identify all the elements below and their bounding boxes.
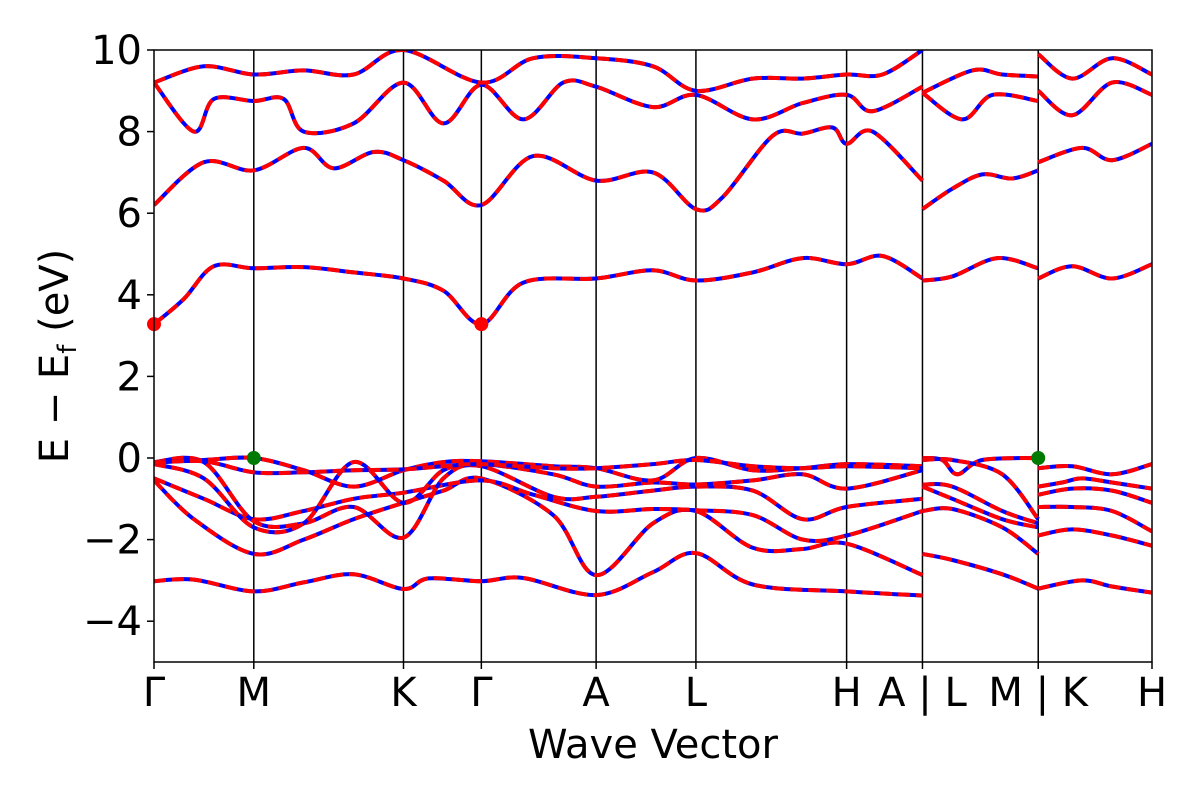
band-line-primary — [1037, 476, 1152, 491]
x-tick-label: K — [390, 670, 418, 716]
y-tick-label: 4 — [117, 273, 142, 319]
x-axis-title: Wave Vector — [528, 722, 779, 768]
kpoint-lines — [253, 50, 1039, 662]
band-line-primary — [922, 456, 1040, 521]
y-tick-label: 2 — [117, 354, 142, 400]
vbm-marker — [1031, 451, 1046, 465]
y-tick-label: 10 — [91, 28, 142, 74]
band-line-primary — [1037, 527, 1152, 548]
plot-area — [154, 50, 1152, 662]
band-line-primary — [154, 551, 923, 598]
band-line-primary — [154, 455, 923, 540]
band-line-primary — [921, 67, 1039, 95]
band-line-primary — [922, 551, 1039, 591]
bands — [154, 50, 1152, 598]
x-tick-label: M | K — [988, 670, 1089, 716]
y-tick-label: −4 — [83, 599, 142, 645]
band-line-secondary — [154, 125, 924, 213]
band-line-primary — [922, 506, 1040, 556]
x-tick-label: H — [832, 670, 862, 716]
vbm-marker — [246, 451, 261, 465]
band-line-primary — [1037, 486, 1152, 505]
y-tick-label: 6 — [117, 191, 142, 237]
y-tick-label: −2 — [83, 518, 142, 564]
band-line-primary — [1038, 462, 1152, 477]
x-axis-ticks: Γ M K Γ A L H A | L M | K H — [143, 662, 1167, 716]
band-line-primary — [921, 484, 1039, 530]
band-line-primary — [154, 78, 924, 136]
band-line-primary — [922, 456, 1039, 477]
y-tick-label: 0 — [117, 436, 142, 482]
band-line-primary — [922, 482, 1039, 526]
band-line-primary — [154, 50, 924, 93]
band-line-primary — [921, 168, 1039, 211]
band-line-primary — [154, 475, 924, 578]
band-line-primary — [154, 476, 924, 544]
band-line-primary — [1038, 504, 1152, 534]
band-line-primary — [154, 457, 923, 476]
x-tick-label: H — [1137, 670, 1167, 716]
x-tick-label: A | L — [878, 670, 967, 716]
x-tick-label: A — [582, 670, 610, 716]
cbm-marker — [474, 317, 489, 332]
band-line-primary — [154, 455, 923, 489]
x-tick-label: M — [237, 670, 272, 716]
band-line-primary — [1037, 141, 1152, 165]
band-line-primary — [1036, 52, 1152, 81]
band-line-primary — [921, 91, 1039, 122]
band-line-primary — [1037, 262, 1152, 281]
band-line-primary — [922, 256, 1039, 283]
x-tick-label: Γ — [143, 670, 166, 716]
band-line-primary — [1036, 80, 1152, 118]
x-tick-label: Γ — [470, 670, 493, 716]
y-tick-label: 8 — [117, 110, 142, 156]
plot-frame — [153, 49, 1153, 663]
y-axis-title: E − Ef (eV) — [32, 249, 83, 464]
x-tick-label: L — [685, 670, 708, 716]
band-line-primary — [154, 253, 924, 327]
band-line-primary — [1037, 578, 1152, 595]
y-axis-ticks: 10 8 6 4 2 0 −2 −4 — [83, 28, 154, 645]
